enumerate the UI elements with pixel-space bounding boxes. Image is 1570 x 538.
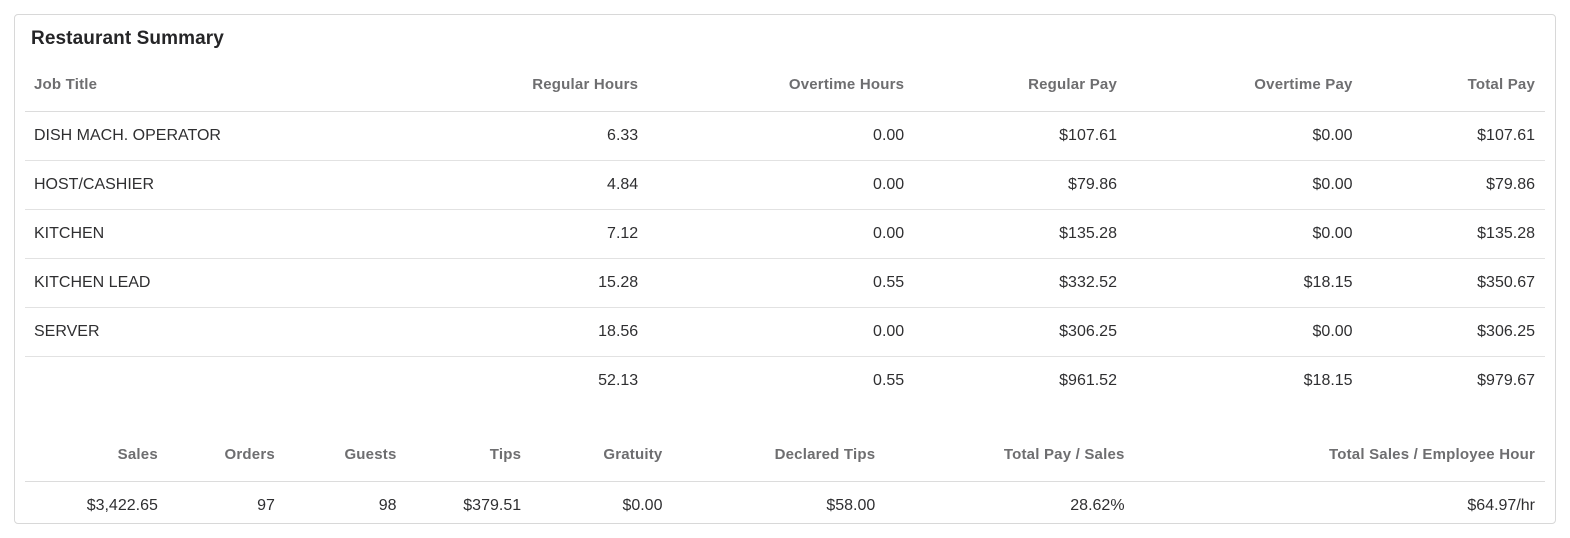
metrics-header-row: Sales Orders Guests Tips Gratuity Declar…	[25, 429, 1545, 482]
tips-value-cell: $379.51	[463, 497, 522, 514]
overtime-hours-cell: 0.00	[648, 307, 915, 357]
overtime-pay-cell: $0.00	[1126, 111, 1363, 161]
table-row: DISH MACH. OPERATOR 6.33 0.00 $107.61 $0…	[25, 111, 1545, 161]
column-header-overtime-hours: Overtime Hours	[648, 59, 915, 112]
labor-summary-table: Job Title Regular Hours Overtime Hours R…	[25, 59, 1545, 405]
regular-pay-cell: $306.25	[914, 307, 1127, 357]
column-header-overtime-pay: Overtime Pay	[1126, 59, 1363, 112]
column-header-guests: Guests	[284, 429, 407, 482]
totals-regular-hours-cell: 52.13	[598, 372, 639, 389]
overtime-pay-cell: $0.00	[1126, 160, 1363, 210]
totals-overtime-hours-cell: 0.55	[873, 372, 905, 389]
total-pay-cell: $79.86	[1362, 160, 1545, 210]
gratuity-value-cell: $0.00	[622, 497, 663, 514]
totals-overtime-pay-cell: $18.15	[1303, 372, 1353, 389]
job-title-cell: KITCHEN	[25, 209, 405, 259]
metrics-value-row: $3,422.65 97 98 $379.51 $0.00 $58.00 28.…	[25, 482, 1545, 524]
regular-hours-cell: 7.12	[405, 209, 649, 259]
column-header-gratuity: Gratuity	[531, 429, 673, 482]
totals-total-pay-cell: $979.67	[1477, 372, 1535, 389]
regular-hours-cell: 4.84	[405, 160, 649, 210]
overtime-pay-cell: $0.00	[1126, 209, 1363, 259]
regular-pay-cell: $79.86	[914, 160, 1127, 210]
labor-header-row: Job Title Regular Hours Overtime Hours R…	[25, 59, 1545, 112]
table-row: KITCHEN LEAD 15.28 0.55 $332.52 $18.15 $…	[25, 258, 1545, 308]
job-title-cell: DISH MACH. OPERATOR	[25, 111, 405, 161]
column-header-orders: Orders	[167, 429, 285, 482]
column-header-tips: Tips	[406, 429, 532, 482]
guests-value-cell: 98	[378, 497, 397, 514]
overtime-hours-cell: 0.55	[648, 258, 915, 308]
regular-hours-cell: 15.28	[405, 258, 649, 308]
regular-pay-cell: $135.28	[914, 209, 1127, 259]
column-header-sales: Sales	[25, 429, 168, 482]
orders-value-cell: 97	[257, 497, 275, 514]
sales-value-cell: $3,422.65	[86, 497, 158, 514]
restaurant-summary-card: Restaurant Summary Job Title Regular Hou…	[14, 14, 1556, 524]
total-pay-cell: $107.61	[1362, 111, 1545, 161]
job-title-cell: SERVER	[25, 307, 405, 357]
column-header-total-sales-employee-hour: Total Sales / Employee Hour	[1134, 429, 1545, 482]
totals-job-title-cell	[25, 357, 405, 406]
column-header-regular-hours: Regular Hours	[405, 59, 649, 112]
page-title: Restaurant Summary	[31, 28, 224, 49]
job-title-cell: HOST/CASHIER	[25, 160, 405, 210]
regular-pay-cell: $332.52	[914, 258, 1127, 308]
overtime-pay-cell: $0.00	[1126, 307, 1363, 357]
total-sales-employee-hour-value-cell: $64.97/hr	[1467, 497, 1535, 514]
total-pay-sales-value-cell: 28.62%	[1070, 497, 1125, 514]
total-pay-cell: $306.25	[1362, 307, 1545, 357]
overtime-hours-cell: 0.00	[648, 209, 915, 259]
table-row: HOST/CASHIER 4.84 0.00 $79.86 $0.00 $79.…	[25, 160, 1545, 210]
column-header-total-pay: Total Pay	[1362, 59, 1545, 112]
column-header-regular-pay: Regular Pay	[914, 59, 1127, 112]
overtime-hours-cell: 0.00	[648, 160, 915, 210]
totals-row: 52.13 0.55 $961.52 $18.15 $979.67	[25, 357, 1545, 406]
overtime-pay-cell: $18.15	[1126, 258, 1363, 308]
regular-hours-cell: 18.56	[405, 307, 649, 357]
regular-hours-cell: 6.33	[405, 111, 649, 161]
regular-pay-cell: $107.61	[914, 111, 1127, 161]
overtime-hours-cell: 0.00	[648, 111, 915, 161]
table-row: KITCHEN 7.12 0.00 $135.28 $0.00 $135.28	[25, 209, 1545, 259]
totals-regular-pay-cell: $961.52	[1059, 372, 1117, 389]
column-header-job-title: Job Title	[25, 59, 405, 112]
column-header-declared-tips: Declared Tips	[672, 429, 886, 482]
column-header-total-pay-sales: Total Pay / Sales	[885, 429, 1135, 482]
total-pay-cell: $135.28	[1362, 209, 1545, 259]
table-row: SERVER 18.56 0.00 $306.25 $0.00 $306.25	[25, 307, 1545, 357]
job-title-cell: KITCHEN LEAD	[25, 258, 405, 308]
sales-metrics-table: Sales Orders Guests Tips Gratuity Declar…	[25, 429, 1545, 524]
declared-tips-value-cell: $58.00	[826, 497, 876, 514]
total-pay-cell: $350.67	[1362, 258, 1545, 308]
